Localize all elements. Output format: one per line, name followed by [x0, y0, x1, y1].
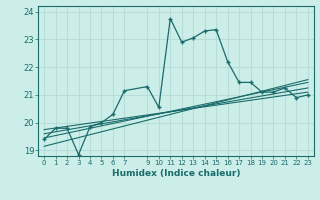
X-axis label: Humidex (Indice chaleur): Humidex (Indice chaleur)	[112, 169, 240, 178]
